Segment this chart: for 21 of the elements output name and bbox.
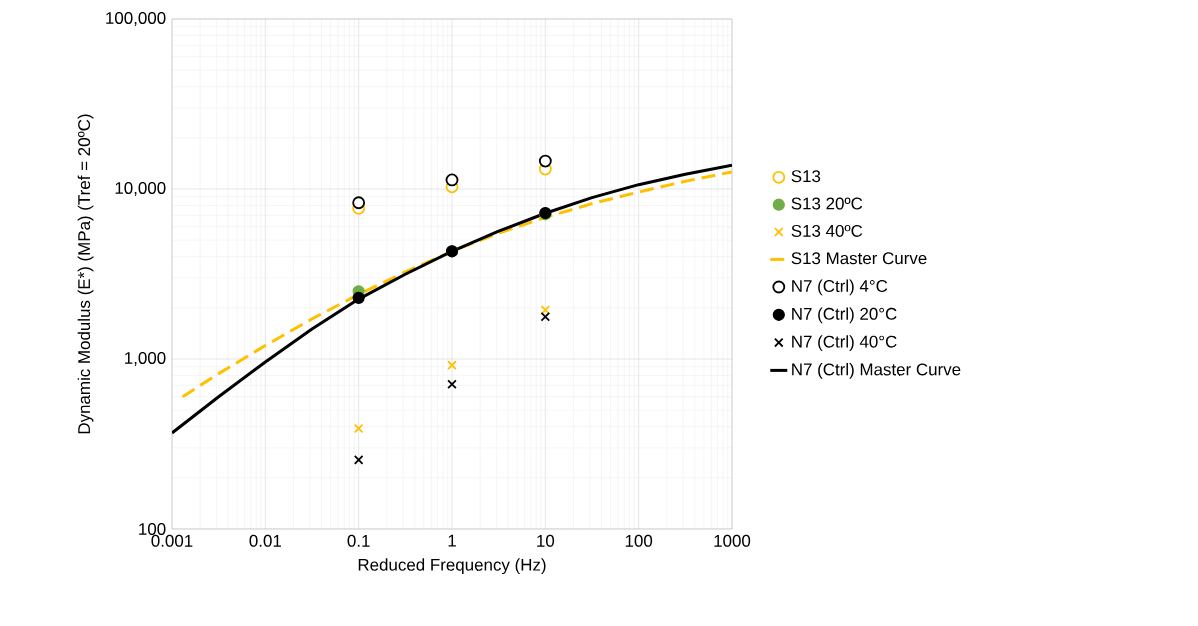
y-axis-title: Dynamic Modulus (E*) (MPa) (Tref = 20ºC) [77,114,94,434]
x-tick-label: 1 [448,534,456,547]
legend-label: S13 40ºC [791,224,863,237]
legend-label: N7 (Ctrl) 20°C [792,307,897,324]
x-axis-title: Reduced Frequency (Hz) [358,558,546,575]
legend-label: N7 (Ctrl) Master Curve [792,363,961,379]
legend-label: N7 (Ctrl) 4°C [792,279,888,296]
legend-label: N7 (Ctrl) 40°C [792,335,897,351]
x-tick-label: 10 [537,534,555,547]
legend-label: S13 20ºC [791,197,863,210]
y-tick-label: 100 [139,522,166,535]
x-tick-label: 100 [625,534,653,547]
x-tick-label: 0.1 [347,534,370,547]
legend-label: S13 [791,170,821,183]
x-tick-label: 0.001 [151,534,193,547]
x-tick-label: 1000 [714,534,751,547]
x-tick-label: 0.01 [249,534,281,547]
y-tick-label: 1,000 [125,351,166,366]
y-tick-label: 10,000 [115,181,166,196]
legend-label: S13 Master Curve [791,252,927,265]
y-tick-label: 100,000 [106,11,166,26]
